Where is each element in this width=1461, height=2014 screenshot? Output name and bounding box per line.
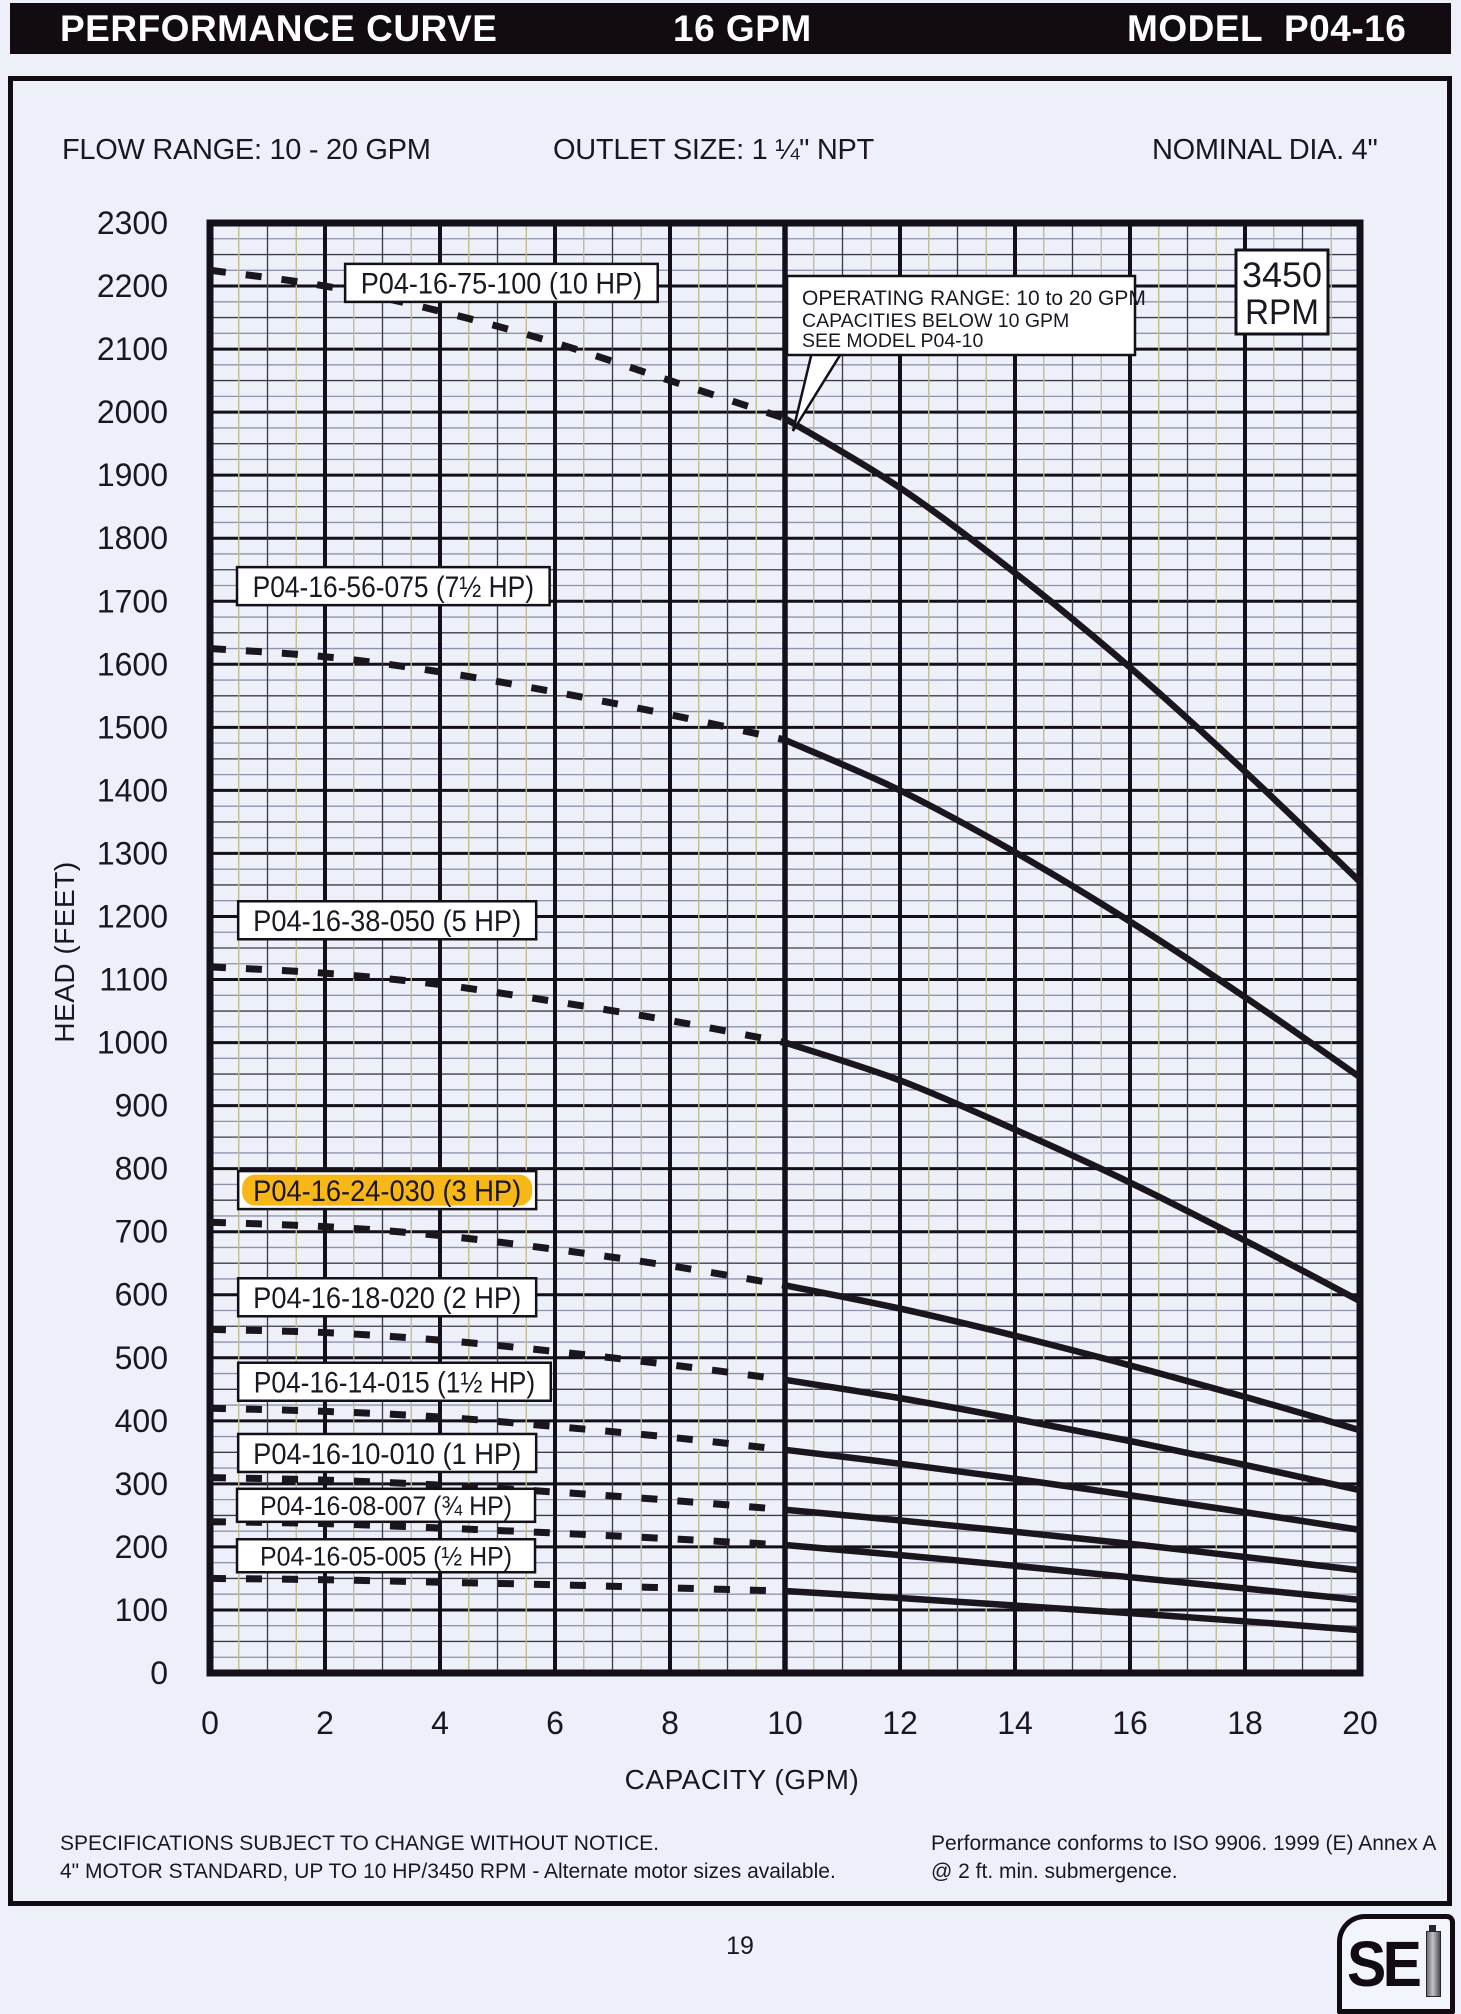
doc-flow-rating: 16 GPM xyxy=(673,8,812,49)
main-border-box xyxy=(8,76,1452,1906)
footnote-left-line2: 4" MOTOR STANDARD, UP TO 10 HP/3450 RPM … xyxy=(60,1860,836,1883)
footnote-left: SPECIFICATIONS SUBJECT TO CHANGE WITHOUT… xyxy=(60,1830,836,1886)
pump-icon xyxy=(1426,1925,1442,1997)
doc-title: PERFORMANCE CURVE xyxy=(60,8,498,49)
title-bar: PERFORMANCE CURVE 16 GPM MODEL P04-16 xyxy=(10,3,1451,54)
footnote-right-line1: Performance conforms to ISO 9906. 1999 (… xyxy=(931,1832,1437,1855)
footnote-right: Performance conforms to ISO 9906. 1999 (… xyxy=(931,1830,1436,1886)
logo-text: SE xyxy=(1347,1928,1422,2000)
sei-logo: SE xyxy=(1337,1914,1455,2014)
doc-model: MODEL P04-16 xyxy=(1127,8,1407,49)
footnote-right-line2: @ 2 ft. min. submergence. xyxy=(931,1860,1178,1883)
nominal-dia-text: NOMINAL DIA. 4" xyxy=(1152,134,1378,166)
page-number: 19 xyxy=(726,1932,754,1960)
flow-range-text: FLOW RANGE: 10 - 20 GPM xyxy=(62,134,431,166)
footnote-left-line1: SPECIFICATIONS SUBJECT TO CHANGE WITHOUT… xyxy=(60,1832,659,1855)
outlet-size-text: OUTLET SIZE: 1 ¼" NPT xyxy=(553,134,874,166)
